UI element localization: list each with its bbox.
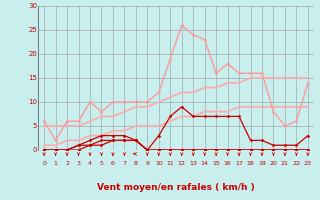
X-axis label: Vent moyen/en rafales ( km/h ): Vent moyen/en rafales ( km/h ) (97, 183, 255, 192)
